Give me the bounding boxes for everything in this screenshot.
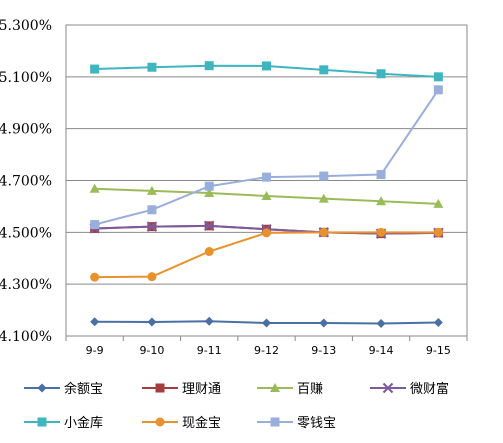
- x-tick-label: 9-14: [369, 344, 394, 357]
- y-tick-label: 4.300%: [0, 277, 52, 293]
- series-4: [90, 61, 443, 82]
- legend-item: 现金宝: [142, 415, 221, 431]
- legend-item: 零钱宝: [257, 416, 336, 431]
- data-point: [319, 65, 329, 75]
- x-tick-label: 9-10: [139, 344, 164, 357]
- data-point: [319, 227, 329, 237]
- series-line: [94, 231, 439, 279]
- data-point: [262, 172, 271, 182]
- x-tick-label: 9-13: [311, 344, 336, 357]
- data-point: [204, 220, 215, 232]
- data-point: [204, 61, 214, 71]
- legend-item: 理财通: [142, 382, 221, 397]
- data-point: [433, 85, 443, 95]
- data-point: [204, 316, 214, 326]
- legend-label: 零钱宝: [297, 416, 336, 431]
- data-point: [433, 227, 443, 237]
- data-point: [90, 317, 100, 327]
- series-0: [90, 316, 443, 329]
- series-line: [94, 89, 440, 226]
- data-point: [155, 417, 165, 427]
- x-tick-label: 9-11: [197, 344, 222, 357]
- data-point: [147, 205, 157, 215]
- y-axis-ticks: 4.100% 4.300% 4.500% 4.700% 4.900% 5.100% 5.30…: [0, 18, 52, 345]
- data-point: [376, 196, 387, 206]
- data-point: [147, 272, 157, 282]
- legend-item: 微财富: [370, 381, 449, 397]
- y-tick-label: 5.300%: [0, 18, 52, 34]
- data-point: [270, 383, 280, 392]
- series-5: [90, 227, 443, 282]
- y-tick-label: 4.500%: [0, 225, 52, 241]
- x-tick-label: 9-9: [86, 344, 104, 357]
- data-point: [147, 317, 157, 327]
- x-tick-label: 9-12: [254, 344, 279, 357]
- x-axis: 9-9 9-10 9-11 9-12 9-13 9-14 9-15: [65, 336, 468, 357]
- data-point: [319, 171, 329, 181]
- data-point-stroke: [382, 382, 394, 394]
- legend-label: 小金库: [64, 415, 103, 431]
- legend-label: 现金宝: [182, 415, 221, 431]
- y-tick-label: 5.100%: [0, 70, 52, 86]
- data-point-stroke: [146, 221, 158, 232]
- y-tick-label: 4.100%: [0, 329, 52, 345]
- data-point: [155, 383, 165, 393]
- legend-item: 小金库: [24, 415, 103, 431]
- data-point: [382, 382, 394, 394]
- plot-area: [65, 24, 468, 337]
- y-tick-label: 4.700%: [0, 174, 52, 190]
- data-point: [262, 228, 271, 238]
- series-2: [89, 183, 444, 208]
- series-6: [90, 85, 443, 230]
- data-point: [37, 417, 47, 427]
- data-point: [146, 221, 158, 232]
- data-point: [433, 198, 444, 208]
- data-point: [147, 62, 157, 72]
- data-point: [433, 72, 443, 82]
- data-point: [376, 69, 386, 79]
- legend-label: 余额宝: [64, 381, 103, 397]
- data-point: [433, 318, 443, 328]
- data-point: [90, 220, 100, 230]
- legend-label: 百赚: [297, 381, 323, 397]
- series-group: [89, 61, 444, 329]
- data-point: [146, 185, 157, 195]
- data-point: [262, 61, 271, 71]
- y-tick-label: 4.900%: [0, 122, 52, 138]
- legend-item: 百赚: [257, 381, 323, 397]
- data-point: [37, 383, 47, 393]
- data-point: [89, 183, 100, 193]
- data-point: [261, 191, 272, 201]
- legend-item: 余额宝: [24, 381, 103, 397]
- data-point-stroke: [204, 220, 215, 232]
- data-point: [204, 181, 214, 191]
- data-point: [90, 64, 100, 74]
- data-point: [270, 417, 280, 427]
- data-point: [376, 170, 386, 180]
- x-tick-label: 9-15: [426, 344, 451, 357]
- data-point: [204, 187, 215, 197]
- legend-label: 理财通: [182, 382, 221, 397]
- legend-label: 微财富: [410, 381, 449, 397]
- data-point: [90, 272, 100, 282]
- data-point: [376, 319, 386, 329]
- data-point: [376, 227, 386, 237]
- data-point: [318, 193, 329, 203]
- data-point: [204, 247, 214, 257]
- data-point: [262, 318, 271, 328]
- data-point: [319, 318, 329, 328]
